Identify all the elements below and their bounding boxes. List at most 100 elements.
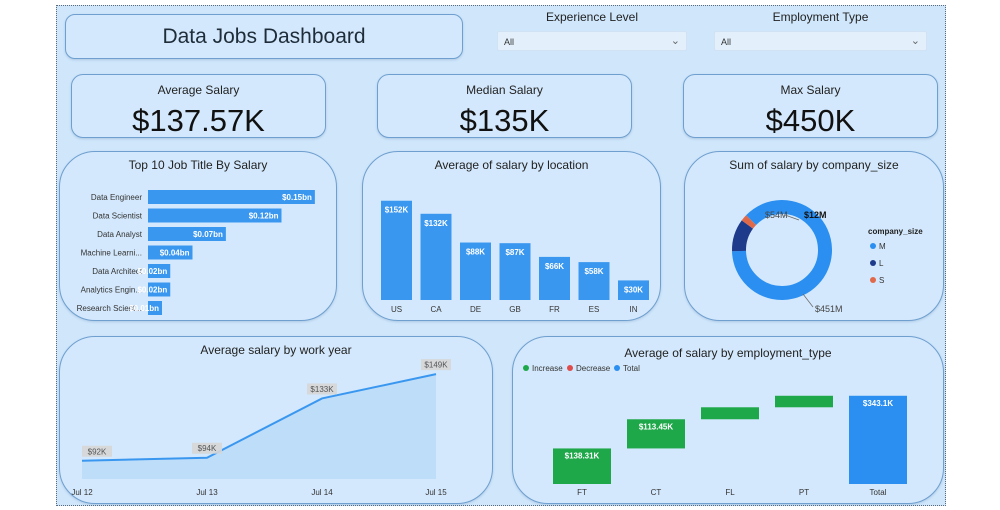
legend-label: Increase — [532, 364, 563, 373]
location-axis-label: CA — [430, 305, 442, 314]
location-bar — [420, 213, 452, 300]
legend-label: M — [879, 242, 886, 251]
legend-label: Decrease — [576, 364, 611, 373]
legend-label: L — [879, 259, 884, 268]
work-year-panel[interactable]: Average salary by work year $92K Jul 12 $9… — [59, 336, 493, 504]
waterfall-bar — [775, 395, 833, 408]
chart-title: Average salary by work year — [200, 343, 352, 357]
x-axis-label: Total — [870, 488, 887, 497]
location-panel[interactable]: Average of salary by location $152K US $13… — [362, 151, 661, 321]
waterfall-value-label: $138.31K — [565, 451, 600, 460]
location-value-label: $152K — [385, 206, 409, 215]
kpi-median-salary[interactable]: Median Salary $135K — [377, 74, 632, 138]
location-value-label: $30K — [624, 285, 643, 294]
x-axis-label: FL — [725, 488, 735, 497]
x-axis-label: Jul 12 — [71, 488, 93, 497]
job-title-label: Machine Learni... — [81, 249, 142, 258]
job-title-bar — [148, 301, 162, 315]
location-axis-label: US — [391, 305, 402, 314]
employment-type-chart: Increase Decrease Total $138.31K FT $113.45K C… — [523, 364, 907, 497]
chevron-down-icon: ⌄ — [910, 35, 920, 47]
location-axis-label: IN — [630, 305, 638, 314]
x-axis-label: Jul 13 — [196, 488, 218, 497]
value-label-bg — [307, 383, 337, 395]
legend-marker — [870, 243, 876, 249]
job-title-label: Data Engineer — [91, 193, 142, 202]
kpi-value: $137.57K — [132, 103, 265, 138]
job-title-label: Data Scientist — [93, 212, 143, 221]
x-axis-label: FT — [577, 488, 587, 497]
value-label: $94K — [198, 444, 217, 453]
chart-title: Average of salary by location — [434, 158, 589, 172]
value-label: $133K — [310, 385, 334, 394]
employment-type-value: All — [721, 37, 732, 47]
x-axis-label: PT — [799, 488, 809, 497]
job-title-panel[interactable]: Top 10 Job Title By Salary Data Engineer… — [59, 151, 337, 321]
kpi-label: Max Salary — [780, 83, 841, 97]
waterfall-bar — [849, 395, 907, 484]
location-bar — [381, 200, 412, 300]
job-title-bar — [148, 208, 282, 223]
location-bar — [618, 280, 649, 300]
area-fill — [82, 374, 436, 479]
waterfall-value-label: $113.45K — [639, 422, 673, 431]
job-title-value-label: $0.15bn — [282, 193, 312, 202]
work-year-chart: $92K Jul 12 $94K Jul 13 $133K Jul 14 $149K Jul … — [71, 359, 451, 497]
legend-marker — [614, 365, 620, 371]
location-axis-label: ES — [589, 305, 600, 314]
job-title-label: Data Architect — [92, 267, 143, 276]
employment-type-panel[interactable]: Average of salary by employment_type Inc… — [512, 336, 944, 504]
x-axis-label: Jul 15 — [425, 488, 447, 497]
chart-title: Top 10 Job Title By Salary — [128, 158, 268, 172]
location-chart: $152K US $132K CA $88K DE $87K GB $66K FR $58K ES $3… — [381, 200, 649, 314]
job-title-bar — [148, 282, 171, 297]
value-label-bg — [192, 442, 222, 454]
experience-level-value: All — [504, 37, 515, 47]
location-value-label: $132K — [424, 219, 448, 228]
company-size-slice — [732, 200, 832, 300]
waterfall-bar — [701, 407, 759, 420]
x-axis-label: Jul 14 — [311, 488, 333, 497]
employment-type-label: Employment Type — [772, 10, 869, 24]
location-value-label: $88K — [466, 248, 485, 257]
waterfall-bar — [553, 448, 611, 484]
job-title-label: Analytics Engin... — [81, 286, 142, 295]
leader-line — [802, 293, 814, 308]
job-title-label: Research Scient... — [77, 304, 142, 313]
job-title-value-label: $0.02bn — [137, 286, 167, 295]
location-bar — [539, 256, 570, 300]
company-size-slice-label: $12M — [804, 210, 827, 220]
waterfall-value-label: $343.1K — [863, 399, 893, 408]
location-bar — [499, 243, 531, 300]
kpi-label: Average Salary — [157, 83, 240, 97]
page-title: Data Jobs Dashboard — [162, 25, 366, 48]
kpi-label: Median Salary — [466, 83, 543, 97]
location-value-label: $66K — [545, 262, 564, 271]
job-title-value-label: $0.01bn — [129, 304, 159, 313]
title-card: Data Jobs Dashboard — [65, 14, 463, 59]
location-bar — [578, 262, 610, 300]
x-axis-label: CT — [651, 488, 662, 497]
legend-label: S — [879, 276, 884, 285]
company-size-chart: $54M $12M $451M company_size MLS — [732, 200, 923, 314]
location-axis-label: FR — [549, 305, 560, 314]
company-size-panel[interactable]: Sum of salary by company_size $54M $12M $4… — [684, 151, 944, 321]
location-axis-label: GB — [509, 305, 521, 314]
kpi-value: $135K — [459, 103, 550, 138]
job-title-value-label: $0.07bn — [193, 230, 223, 239]
experience-level-dropdown[interactable]: All ⌄ — [497, 31, 687, 51]
kpi-average-salary[interactable]: Average Salary $137.57K — [71, 74, 326, 138]
chart-title: Sum of salary by company_size — [729, 158, 899, 172]
legend-marker — [870, 277, 876, 283]
legend-label: Total — [623, 364, 640, 373]
job-title-label: Data Analyst — [97, 230, 143, 239]
company-size-slice-label: $451M — [815, 304, 843, 314]
value-label: $149K — [424, 361, 448, 370]
location-bar — [460, 242, 491, 300]
job-title-value-label: $0.04bn — [160, 249, 190, 258]
job-title-bar — [148, 190, 315, 204]
job-title-chart: Data Engineer $0.15bn Data Scientist $0.12b… — [77, 190, 315, 315]
employment-type-dropdown[interactable]: All ⌄ — [714, 31, 927, 51]
location-value-label: $58K — [584, 267, 603, 276]
kpi-max-salary[interactable]: Max Salary $450K — [683, 74, 938, 138]
